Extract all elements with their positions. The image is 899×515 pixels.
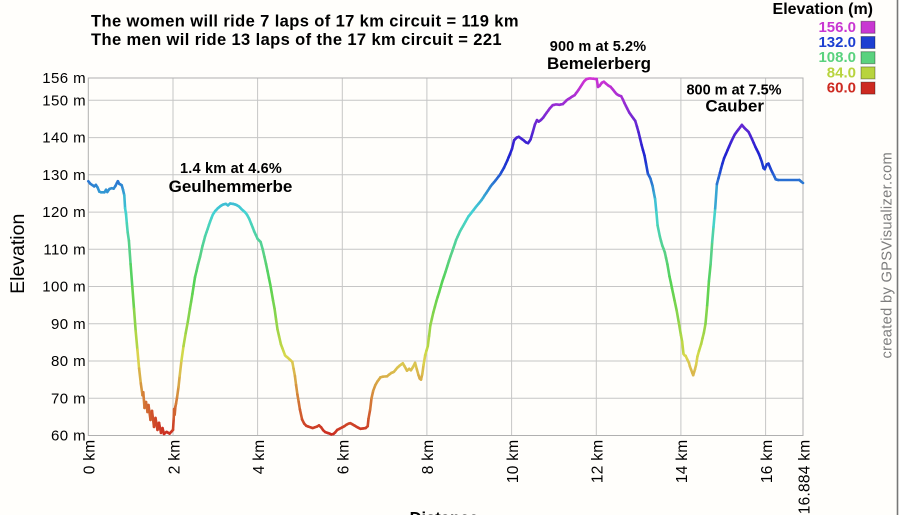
svg-text:156 m: 156 m [42,70,86,87]
svg-text:156.0: 156.0 [818,19,856,36]
svg-text:130 m: 130 m [42,167,86,184]
svg-text:Bemelerberg: Bemelerberg [547,54,651,73]
svg-text:Cauber: Cauber [705,96,764,115]
svg-text:80 m: 80 m [51,353,86,370]
svg-text:800 m at 7.5%: 800 m at 7.5% [686,83,781,99]
svg-text:1.4 km at 4.6%: 1.4 km at 4.6% [180,161,282,177]
svg-text:132.0: 132.0 [818,34,856,51]
svg-text:60 m: 60 m [51,428,86,445]
svg-text:16.884 km: 16.884 km [796,440,813,515]
svg-text:6 km: 6 km [336,440,353,475]
svg-text:10 km: 10 km [505,440,522,483]
svg-text:60.0: 60.0 [827,80,856,97]
svg-text:0 km: 0 km [82,440,99,475]
svg-text:108.0: 108.0 [818,49,856,66]
svg-text:900 m at 5.2%: 900 m at 5.2% [550,39,646,55]
svg-text:created by GPSVisualizer.com: created by GPSVisualizer.com [880,152,896,359]
svg-text:100 m: 100 m [42,279,86,296]
svg-text:Geulhemmerbe: Geulhemmerbe [169,177,293,196]
svg-text:150 m: 150 m [42,92,86,109]
svg-text:4 km: 4 km [251,440,268,475]
svg-text:84.0: 84.0 [827,64,856,81]
svg-text:Elevation (m): Elevation (m) [773,1,873,18]
svg-text:2 km: 2 km [166,440,183,475]
svg-text:8 km: 8 km [420,440,437,475]
svg-text:140 m: 140 m [42,130,86,147]
svg-text:120 m: 120 m [42,204,86,221]
svg-text:12 km: 12 km [590,440,607,483]
svg-text:90 m: 90 m [51,316,86,333]
svg-text:110 m: 110 m [43,241,86,258]
svg-text:70 m: 70 m [51,390,86,407]
svg-text:14 km: 14 km [674,440,691,483]
svg-text:The men wil ride 13 laps of th: The men wil ride 13 laps of the 17 km ci… [91,31,502,49]
svg-text:16 km: 16 km [759,440,776,483]
svg-text:Distance: Distance [410,510,479,515]
svg-text:The women will ride 7 laps of: The women will ride 7 laps of 17 km circ… [91,13,519,31]
svg-text:Elevation: Elevation [7,214,29,294]
